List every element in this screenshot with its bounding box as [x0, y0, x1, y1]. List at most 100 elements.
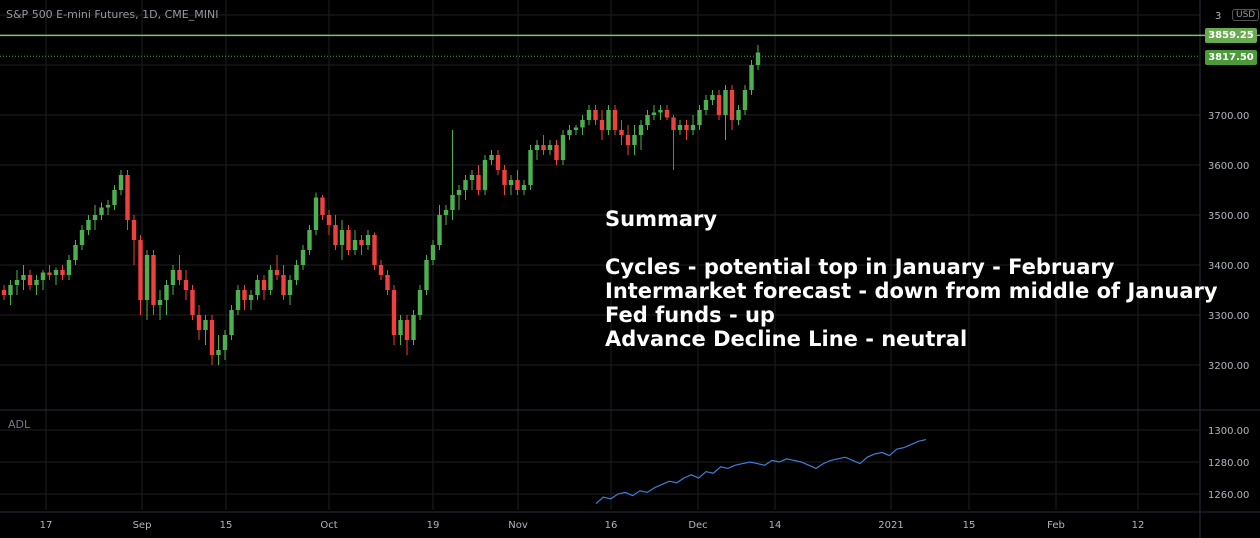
adl-axis-label: 1280.00: [1208, 458, 1249, 469]
time-axis-label: Sep: [133, 520, 152, 531]
candle-body: [723, 90, 728, 115]
last-price-tag: 3817.50: [1205, 50, 1257, 65]
candle-body: [469, 175, 475, 180]
candle-body: [177, 270, 182, 280]
candle-body: [580, 120, 585, 128]
candle-body: [716, 95, 722, 115]
candle-body: [404, 320, 410, 340]
price-axis-label: 3300.00: [1208, 311, 1249, 322]
candle-body: [593, 110, 598, 120]
candle-body: [690, 125, 696, 130]
time-axis-label: Dec: [688, 520, 707, 531]
summary-line: Fed funds - up: [605, 303, 775, 327]
candle-body: [443, 210, 449, 215]
candle-body: [118, 175, 124, 190]
candle-body: [515, 180, 520, 190]
candle-body: [651, 112, 657, 115]
candle-body: [164, 285, 169, 300]
candle-body: [677, 125, 683, 130]
candle-body: [586, 110, 592, 120]
adl-axis-label: 1300.00: [1208, 426, 1249, 437]
candle-body: [710, 95, 715, 100]
adl-line: [595, 439, 927, 505]
candle-body: [281, 275, 286, 295]
candle-body: [326, 215, 332, 225]
candle-body: [268, 270, 273, 290]
candle-body: [79, 230, 85, 245]
adl-axis-label: 1260.00: [1208, 490, 1249, 501]
candle-body: [411, 315, 416, 340]
time-axis-label: 14: [769, 520, 782, 531]
candle-body: [151, 255, 156, 305]
candle-body: [352, 240, 358, 250]
candle-body: [658, 110, 663, 113]
price-axis-label: 3500.00: [1208, 211, 1249, 222]
candle-body: [313, 197, 319, 230]
candle-body: [248, 295, 254, 300]
candle-body: [27, 275, 33, 285]
price-axis-label: 3: [1215, 11, 1221, 22]
candle-body: [450, 195, 455, 210]
candle-body: [398, 320, 403, 335]
candle-body: [8, 285, 13, 295]
candle-body: [534, 145, 540, 150]
candle-body: [14, 280, 20, 285]
candle-body: [482, 160, 488, 190]
currency-button[interactable]: USD: [1232, 9, 1260, 21]
candle-body: [333, 225, 338, 245]
candle-body: [222, 335, 228, 350]
candle-body: [255, 280, 260, 295]
candle-body: [736, 110, 741, 120]
candle-body: [53, 270, 59, 275]
candle-body: [521, 185, 527, 190]
candle-body: [417, 290, 423, 315]
candle-body: [502, 170, 507, 185]
candle-body: [21, 275, 26, 280]
summary-annotation: Summary Cycles - potential top in Januar…: [605, 207, 1218, 351]
candle-body: [300, 250, 306, 265]
symbol-title: S&P 500 E-mini Futures, 1D, CME_MINI: [6, 8, 219, 21]
candle-body: [742, 90, 748, 110]
summary-line: Advance Decline Line - neutral: [605, 327, 968, 351]
candle-body: [684, 125, 689, 130]
candle-body: [138, 240, 143, 300]
candle-body: [60, 270, 65, 275]
candle-body: [606, 110, 611, 130]
time-axis-label: Feb: [1047, 520, 1065, 531]
candle-body: [196, 315, 202, 330]
candle-body: [619, 130, 624, 135]
candle-body: [372, 235, 377, 265]
candle-body: [599, 120, 605, 130]
candle-body: [508, 180, 514, 185]
time-axis-label: 2021: [878, 520, 903, 531]
candle-body: [274, 270, 280, 275]
candle-body: [86, 220, 91, 230]
candle-body: [34, 280, 39, 285]
candle-body: [339, 230, 345, 245]
candle-body: [125, 175, 130, 220]
candle-body: [92, 215, 98, 220]
candle-body: [287, 280, 293, 295]
candle-body: [144, 255, 150, 300]
candle-body: [729, 90, 735, 120]
time-axis-label: 17: [40, 520, 53, 531]
time-axis-label: 19: [427, 520, 440, 531]
candle-body: [242, 290, 247, 300]
candle-body: [697, 110, 702, 125]
candle-body: [157, 300, 163, 305]
candle-body: [320, 197, 325, 215]
candle-body: [105, 205, 111, 208]
summary-line: Intermarket forecast - down from middle …: [605, 279, 1218, 303]
time-axis-label: 12: [1132, 520, 1145, 531]
candle-body: [560, 135, 566, 160]
time-axis-label: Nov: [508, 520, 528, 531]
time-axis-label: 16: [605, 520, 618, 531]
candle-body: [476, 175, 481, 190]
candle-body: [378, 265, 384, 275]
candle-body: [190, 290, 195, 315]
candle-body: [391, 290, 397, 335]
candle-body: [365, 235, 371, 245]
resistance-price-tag: 3859.25: [1205, 28, 1257, 43]
candle-body: [567, 130, 572, 135]
